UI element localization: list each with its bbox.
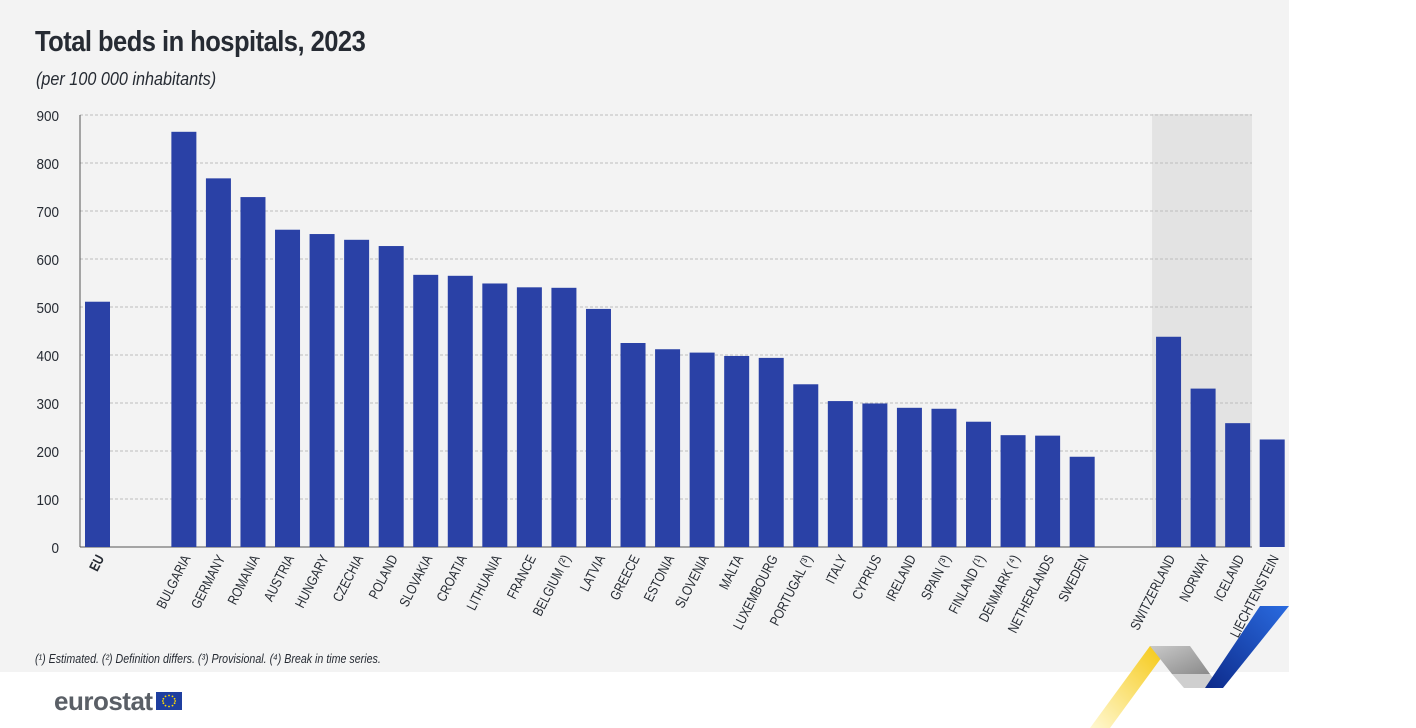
bar: [896, 407, 922, 547]
x-tick-label: AUSTRIA: [260, 552, 297, 604]
bar: [482, 283, 508, 547]
x-tick-label: ITALY: [822, 552, 851, 587]
x-tick-label: GREECE: [606, 552, 643, 603]
bar: [620, 343, 646, 547]
bar: [827, 401, 853, 547]
bar: [1156, 336, 1182, 547]
bar: [205, 178, 231, 548]
bar: [758, 357, 784, 547]
bar: [689, 352, 715, 547]
x-tick-label: CROATIA: [433, 552, 471, 605]
bar: [378, 246, 404, 548]
bar: [862, 403, 888, 547]
bar: [413, 274, 439, 547]
bar: [171, 131, 197, 548]
x-tick-label: IRELAND: [882, 552, 919, 604]
y-tick-label: 300: [37, 396, 60, 413]
footnote: (¹) Estimated. (²) Definition differs. (…: [35, 651, 381, 666]
x-tick-label: EU: [86, 552, 108, 574]
bar: [1190, 388, 1216, 547]
y-tick-label: 700: [37, 204, 60, 221]
eu-flag-icon: [155, 692, 182, 710]
y-tick-label: 100: [37, 492, 60, 509]
x-tick-label: POLAND: [365, 552, 401, 601]
x-tick-label: LATVIA: [576, 552, 608, 594]
x-tick-label: SLOVENIA: [671, 552, 712, 611]
x-tick-label: ICELAND: [1210, 552, 1247, 604]
x-tick-label: GERMANY: [187, 552, 228, 612]
bar: [344, 239, 370, 548]
bar: [309, 234, 335, 548]
y-tick-label: 900: [37, 108, 60, 125]
bar: [447, 275, 473, 547]
logo-text: eurostat: [54, 685, 153, 716]
x-tick-label: FRANCE: [503, 552, 539, 601]
bar: [1000, 435, 1026, 547]
decorative-ribbon-graphic: [1090, 606, 1289, 728]
chart-title: Total beds in hospitals, 2023: [35, 26, 366, 58]
x-tick-label: HUNGARY: [291, 552, 332, 611]
bar: [85, 301, 110, 547]
chart-subtitle: (per 100 000 inhabitants): [36, 69, 217, 89]
bar: [966, 421, 992, 547]
bar: [655, 349, 681, 547]
bar: [931, 408, 957, 547]
chart-panel: Total beds in hospitals, 2023 (per 100 0…: [0, 0, 1289, 672]
x-tick-label: SWEDEN: [1055, 552, 1092, 604]
bar: [1225, 423, 1251, 547]
y-tick-label: 800: [37, 156, 60, 173]
x-tick-label: SPAIN (³): [917, 552, 954, 602]
y-tick-label: 200: [37, 444, 60, 461]
y-tick-label: 400: [37, 348, 60, 365]
bar: [275, 229, 301, 547]
y-tick-label: 600: [37, 252, 60, 269]
eurostat-logo: eurostat: [54, 685, 182, 716]
bar: [793, 384, 819, 547]
bar: [1069, 456, 1095, 547]
bar: [585, 308, 611, 547]
x-tick-label: CZECHIA: [329, 552, 367, 605]
x-tick-label: CYPRUS: [848, 552, 884, 602]
x-tick-label: SLOVAKIA: [396, 552, 436, 610]
x-tick-label: ROMANIA: [224, 552, 263, 608]
bar: [551, 287, 577, 547]
bar: [724, 355, 750, 547]
x-tick-label: NORWAY: [1176, 552, 1214, 605]
bar: [1259, 439, 1285, 547]
y-tick-label: 500: [37, 300, 60, 317]
y-tick-label: 0: [51, 540, 59, 557]
bar: [516, 287, 542, 547]
bar: [240, 197, 266, 547]
x-tick-label: MALTA: [715, 552, 746, 592]
bar: [1035, 435, 1061, 547]
x-tick-label: ESTONIA: [640, 552, 678, 605]
